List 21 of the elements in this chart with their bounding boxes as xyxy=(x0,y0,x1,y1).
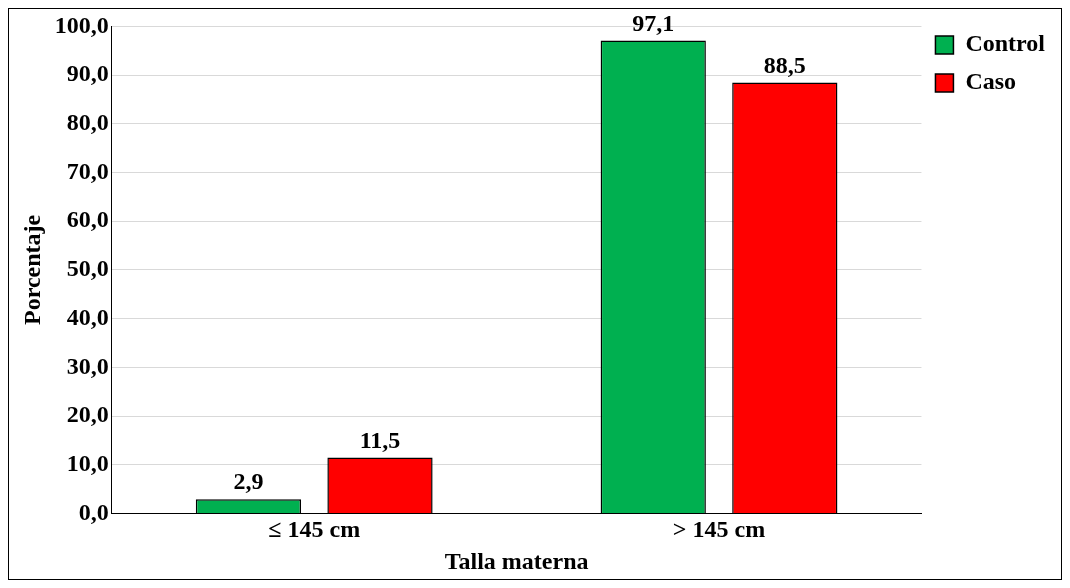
y-tick-label: 50,0 xyxy=(66,255,109,282)
y-tick-label: 30,0 xyxy=(66,352,109,379)
y-tick-label: 40,0 xyxy=(66,303,109,330)
y-tick-label: 70,0 xyxy=(66,157,109,184)
data-label: 11,5 xyxy=(359,426,401,453)
y-axis-title: Porcentaje xyxy=(18,214,45,325)
data-label: 88,5 xyxy=(763,51,806,78)
legend-label: Control xyxy=(965,30,1046,57)
y-tick-label: 10,0 xyxy=(66,449,109,476)
y-tick-label: 90,0 xyxy=(66,60,109,87)
x-tick-label: > 145 cm xyxy=(672,516,766,542)
x-axis-title: Talla materna xyxy=(444,547,589,574)
x-tick-label: ≤ 145 cm xyxy=(268,516,361,542)
y-tick-label: 80,0 xyxy=(66,109,109,135)
data-label: 2,9 xyxy=(233,468,264,495)
y-tick-label: 100,0 xyxy=(54,11,109,38)
data-label: 97,1 xyxy=(632,9,675,36)
y-tick-label: 60,0 xyxy=(66,206,109,233)
y-tick-label: 0,0 xyxy=(78,498,109,525)
legend-label: Caso xyxy=(965,68,1017,95)
y-tick-label: 20,0 xyxy=(66,401,109,428)
